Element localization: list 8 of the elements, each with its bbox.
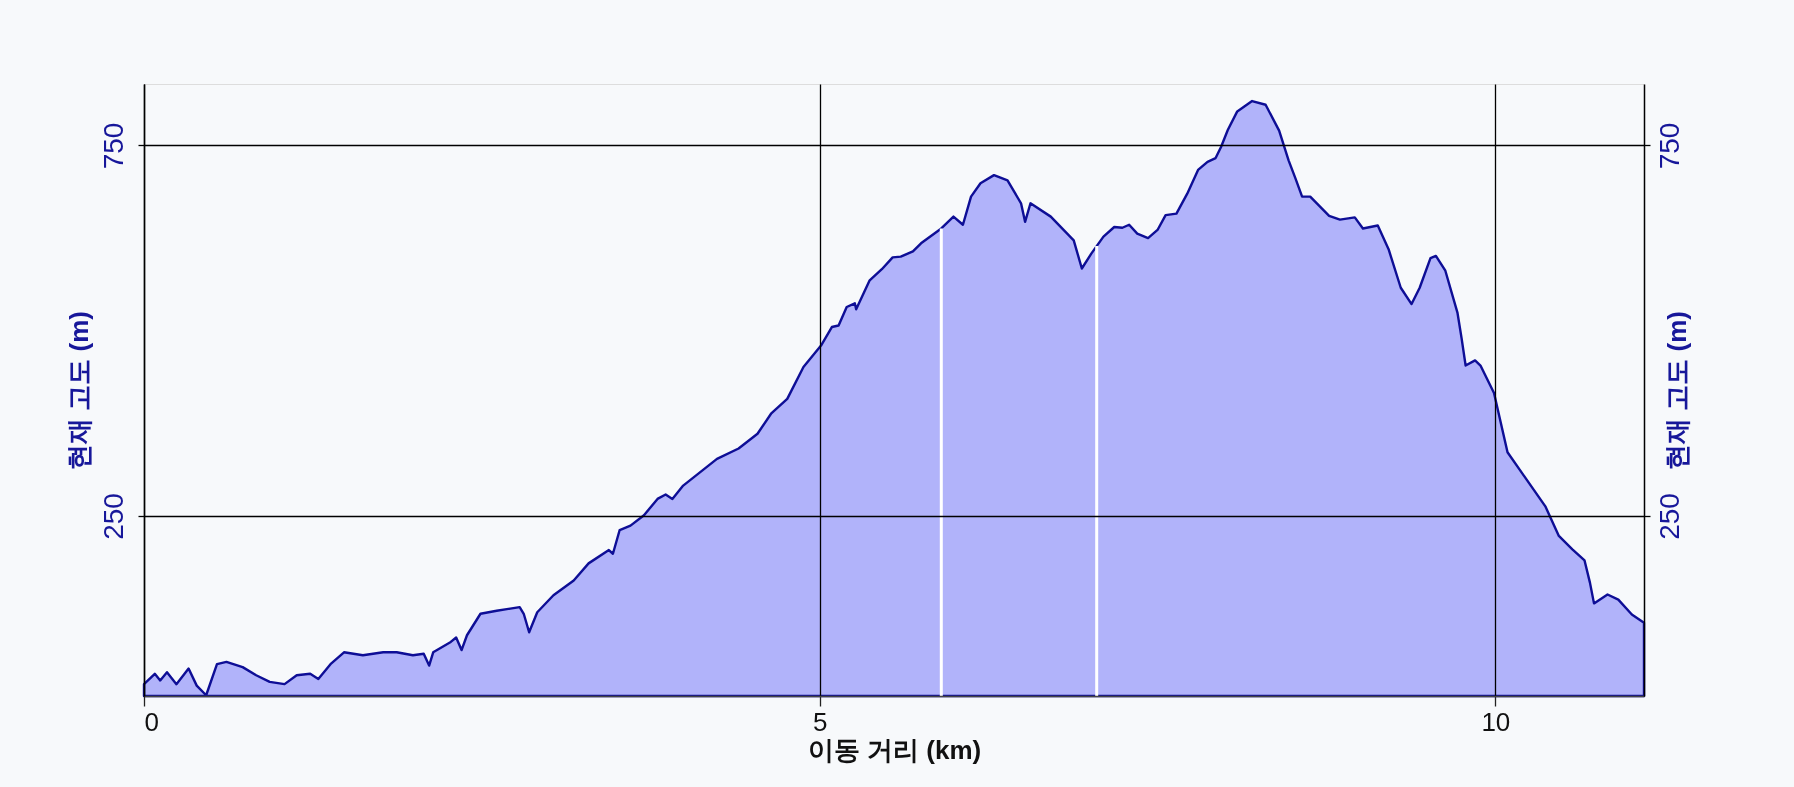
x-tick-label: 10: [1481, 706, 1511, 737]
x-tick-label: 0: [144, 706, 159, 737]
x-axis-title: 이동 거리 (km): [807, 734, 982, 765]
y2-tick-label: 750: [1653, 122, 1685, 170]
x-tick-label: 5: [812, 706, 828, 737]
y-axis-title: 현재 고도 (m): [63, 311, 94, 470]
y2-axis-title: 현재 고도 (m): [1661, 311, 1692, 470]
y2-tick-label: 250: [1653, 493, 1685, 540]
